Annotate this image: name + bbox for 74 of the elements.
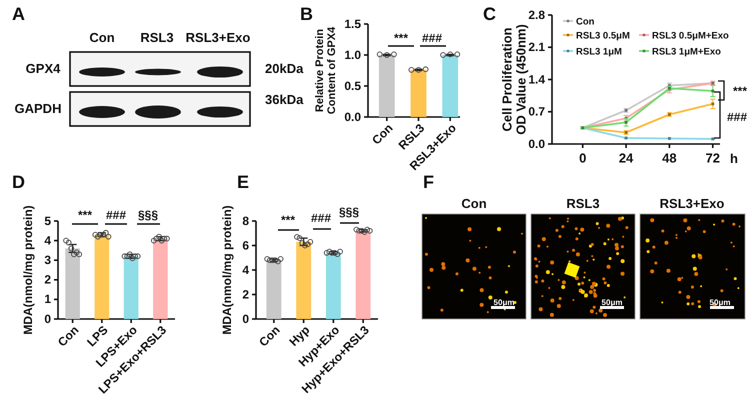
text: 50μm (710, 298, 730, 307)
bar (356, 230, 371, 319)
chart-title: D (12, 172, 25, 192)
annotation: ### (422, 31, 442, 45)
text: ### (726, 110, 748, 124)
annotation: *** (78, 208, 92, 222)
y-tick-label: 1.5 (344, 16, 362, 31)
y-axis-title: Cell Proliferation OD Value (450nm) (499, 24, 529, 135)
x-tick-label: Con (369, 120, 396, 148)
text: Con (89, 30, 115, 45)
bar (266, 260, 282, 319)
x-tick-label: 48 (662, 150, 677, 166)
text: Con (461, 196, 487, 211)
text: GAPDH (14, 101, 62, 116)
x-tick-label: 72 (706, 150, 720, 166)
x-axis-title: h (730, 151, 738, 166)
y-tick-label: 1.4 (528, 72, 546, 86)
text: 50μm (494, 298, 514, 307)
chart-title: E (237, 172, 250, 192)
legend-label: RSL3 0.5μM+Exo (652, 30, 730, 42)
y-axis-title: MDA(nmol/mg protein) (21, 205, 36, 335)
legend-label: RSL3 1μM (576, 46, 622, 58)
y-tick-label: 2.8 (528, 8, 546, 22)
bar (326, 252, 341, 319)
text: 36kDa (265, 92, 304, 107)
annotation: *** (394, 31, 408, 45)
text: 50μm (602, 298, 622, 307)
y-tick-label: 8 (242, 214, 250, 228)
x-tick-label: Con (256, 322, 283, 350)
y-tick-label: 1 (44, 292, 52, 306)
x-tick-label: 24 (618, 150, 634, 166)
y-axis-title: MDA(nmol/mg protein) (220, 205, 234, 335)
text: §§§ (338, 205, 360, 219)
y-tick-label: 2.1 (528, 40, 546, 54)
text: RSL3 (566, 196, 600, 211)
y-tick-label: 0.0 (528, 136, 546, 151)
y-tick-label: 2 (242, 287, 250, 302)
y-tick-label: 6 (242, 238, 250, 252)
text: RSL3+Exo (186, 30, 250, 45)
bar (124, 256, 138, 319)
legend-label: RSL3 1μM+Exo (652, 46, 722, 58)
y-tick-label: 0 (44, 312, 52, 326)
bar (94, 234, 110, 319)
y-tick-label: 0 (242, 312, 250, 326)
legend-label: Con (576, 16, 595, 28)
annotation: ### (106, 208, 126, 222)
y-axis-title: Relative Protein Content of GPX4 (314, 26, 338, 114)
y-tick-label: 5 (44, 214, 52, 228)
text: A (12, 4, 25, 24)
y-tick-label: 4 (242, 262, 250, 277)
text: GPX4 (26, 61, 62, 76)
annotation: *** (280, 213, 296, 227)
x-tick-label: Con (55, 322, 82, 350)
text: F (423, 172, 434, 192)
text: 20kDa (265, 61, 304, 76)
bar (153, 238, 168, 319)
y-tick-label: 0.0 (344, 110, 362, 124)
y-tick-label: 0.7 (528, 104, 546, 119)
y-tick-label: 2 (44, 272, 52, 287)
legend-label: RSL3 0.5μM (576, 30, 630, 42)
text: RSL3+Exo (660, 196, 724, 211)
chart-title: C (483, 4, 496, 24)
annotation: §§§ (138, 208, 158, 222)
text: *** (732, 84, 748, 98)
chart-title: B (300, 4, 313, 24)
text: RSL3 (140, 30, 174, 45)
y-tick-label: 4 (44, 233, 52, 248)
bar (65, 248, 80, 319)
y-tick-label: 3 (44, 253, 52, 268)
y-tick-label: 0.5 (344, 78, 362, 93)
y-tick-label: 1.0 (344, 48, 362, 62)
annotation: ### (310, 211, 332, 225)
x-tick-label: 0 (579, 150, 586, 166)
bar (296, 242, 312, 319)
